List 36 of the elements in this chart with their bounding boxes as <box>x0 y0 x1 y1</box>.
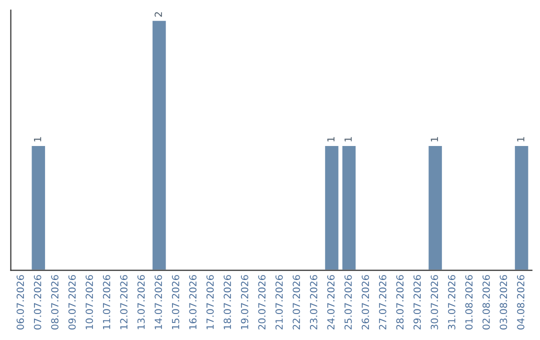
data-label: 1 <box>34 137 42 142</box>
x-tick-label: 15.07.2026 <box>172 275 180 330</box>
x-tick-label: 25.07.2026 <box>344 275 352 330</box>
x-tick-label: 22.07.2026 <box>292 275 300 330</box>
x-tick-label: 02.08.2026 <box>482 275 490 330</box>
x-tick-label: 20.07.2026 <box>258 275 266 330</box>
x-tick-label: 01.08.2026 <box>465 275 473 330</box>
x-tick-label: 13.07.2026 <box>137 275 145 330</box>
x-tick-label: 29.07.2026 <box>413 275 421 330</box>
x-tick-label: 04.08.2026 <box>517 275 524 330</box>
x-tick-label: 06.07.2026 <box>16 275 24 330</box>
x-tick-label: 26.07.2026 <box>362 275 370 330</box>
x-tick-label: 12.07.2026 <box>120 275 128 330</box>
x-tick-label: 28.07.2026 <box>396 275 404 330</box>
x-tick-label: 30.07.2026 <box>430 275 438 330</box>
x-tick-label: 07.07.2026 <box>34 275 42 330</box>
x-tick-label: 31.07.2026 <box>448 275 456 330</box>
x-tick-label: 19.07.2026 <box>240 275 248 330</box>
x-tick-label: 18.07.2026 <box>224 275 232 330</box>
x-tick-label: 23.07.2026 <box>310 275 318 330</box>
data-label: 1 <box>430 137 438 142</box>
x-tick-label: 09.07.2026 <box>68 275 76 330</box>
x-tick-label: 24.07.2026 <box>327 275 335 330</box>
data-label: 1 <box>517 137 524 142</box>
x-tick-label: 27.07.2026 <box>378 275 386 330</box>
x-tick-label: 16.07.2026 <box>189 275 197 330</box>
x-tick-label: 14.07.2026 <box>154 275 162 330</box>
x-tick-label: 17.07.2026 <box>206 275 214 330</box>
x-tick-label: 03.08.2026 <box>500 275 508 330</box>
x-tick-label: 10.07.2026 <box>86 275 93 330</box>
data-label: 2 <box>154 12 162 17</box>
x-tick-label: 11.07.2026 <box>102 275 110 330</box>
x-tick-label: 21.07.2026 <box>275 275 283 330</box>
x-tick-label: 08.07.2026 <box>51 275 58 330</box>
data-label: 1 <box>327 137 334 142</box>
data-label: 1 <box>344 137 352 142</box>
